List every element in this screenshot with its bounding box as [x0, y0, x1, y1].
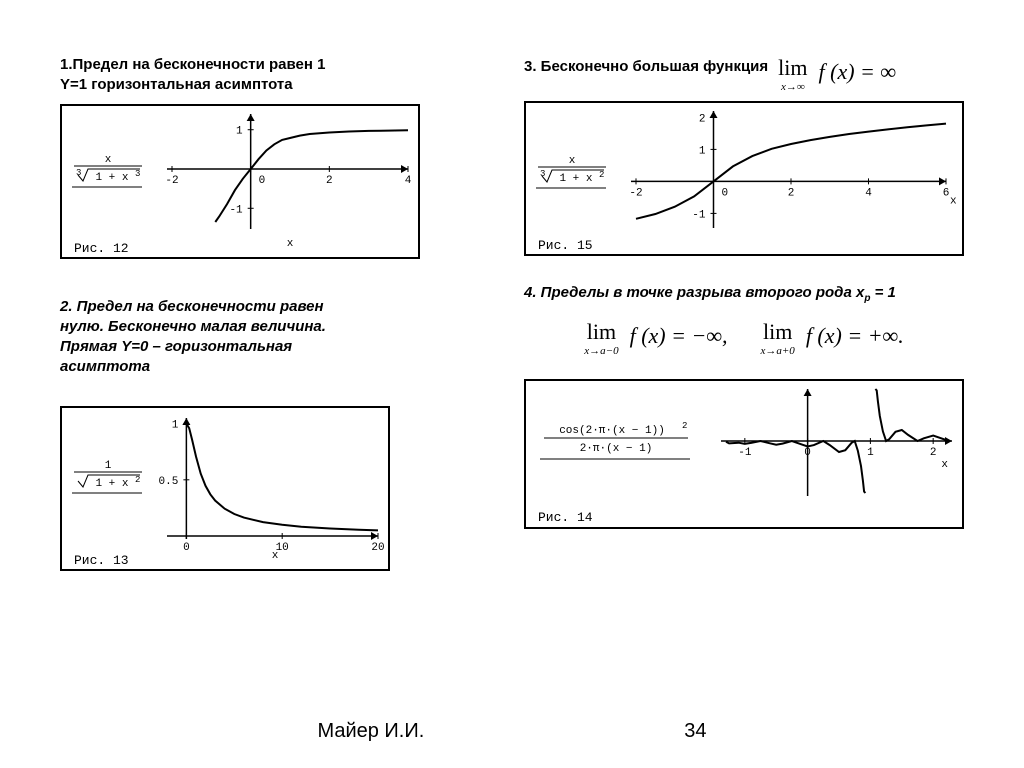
svg-text:1: 1 [867, 447, 874, 459]
svg-text:-1: -1 [229, 204, 243, 216]
svg-text:2: 2 [326, 175, 333, 187]
figure-12: -2024-11x31 + x3Рис. 12x [60, 104, 420, 259]
section-4-formula: lim x→a−0 f (x) = −∞, lim x→a+0 f (x) = … [524, 319, 964, 357]
section-3-heading: 3. Бесконечно большая функция [524, 55, 768, 77]
svg-text:Рис. 15: Рис. 15 [538, 238, 593, 253]
section-3-heading-row: 3. Бесконечно большая функция lim x→∞ f … [524, 55, 964, 93]
svg-text:2: 2 [135, 475, 140, 485]
svg-text:-1: -1 [738, 447, 752, 459]
footer: Майер И.И. 34 [0, 720, 1024, 743]
svg-text:0.5: 0.5 [159, 475, 179, 487]
svg-text:x: x [105, 154, 112, 166]
svg-text:-1: -1 [692, 209, 706, 221]
section-3: 3. Бесконечно большая функция lim x→∞ f … [524, 55, 964, 259]
svg-text:1: 1 [105, 460, 112, 472]
figure-15: -20246-112x31 + x2Рис. 15x [524, 101, 964, 256]
svg-text:-2: -2 [629, 187, 642, 199]
limit-sub: x→∞ [778, 81, 807, 93]
svg-text:0: 0 [804, 447, 811, 459]
svg-text:1 + x: 1 + x [95, 172, 128, 184]
svg-text:Рис. 13: Рис. 13 [74, 553, 129, 568]
svg-text:1 + x: 1 + x [95, 478, 128, 490]
section-1-heading-line2: Y=1 горизонтальная асимптота [60, 75, 484, 95]
svg-text:6: 6 [943, 187, 950, 199]
svg-text:1: 1 [699, 145, 706, 157]
section-2: 2. Предел на бесконечности равен нулю. Б… [60, 297, 484, 571]
footer-author: Майер И.И. [317, 720, 424, 743]
limit-body: f (x) = ∞ [813, 59, 896, 84]
svg-text:2: 2 [930, 447, 937, 459]
svg-text:4: 4 [405, 175, 412, 187]
section-1: 1.Предел на бесконечности равен 1 Y=1 го… [60, 55, 484, 259]
svg-text:x: x [569, 155, 576, 167]
svg-text:cos(2·π·(x − 1)): cos(2·π·(x − 1)) [559, 425, 665, 437]
svg-text:2: 2 [599, 170, 604, 180]
section-1-heading-line1: 1.Предел на бесконечности равен 1 [60, 55, 484, 75]
svg-text:2: 2 [788, 187, 795, 199]
limit-word: lim [778, 55, 807, 81]
svg-text:Рис. 14: Рис. 14 [538, 510, 593, 525]
section-4: 4. Пределы в точке разрыва второго рода … [524, 283, 964, 571]
svg-text:x: x [272, 550, 279, 562]
svg-text:Рис. 12: Рис. 12 [74, 241, 129, 256]
svg-text:x: x [287, 238, 294, 250]
svg-text:2: 2 [682, 421, 687, 431]
svg-text:x: x [950, 195, 957, 207]
svg-text:1: 1 [236, 125, 243, 137]
svg-text:-2: -2 [165, 175, 178, 187]
svg-text:x: x [941, 459, 948, 471]
section-2-heading: 2. Предел на бесконечности равен нулю. Б… [60, 297, 370, 378]
figure-13: 010200.5111 + x2Рис. 13x [60, 406, 390, 571]
svg-text:0: 0 [722, 187, 729, 199]
svg-text:3: 3 [135, 169, 140, 179]
section-4-heading: 4. Пределы в точке разрыва второго рода … [524, 283, 964, 306]
svg-text:1 + x: 1 + x [559, 173, 592, 185]
section-3-formula: lim x→∞ f (x) = ∞ [778, 55, 896, 93]
svg-text:20: 20 [371, 542, 384, 554]
footer-page: 34 [684, 720, 706, 743]
svg-text:0: 0 [183, 542, 190, 554]
section-1-heading: 1.Предел на бесконечности равен 1 Y=1 го… [60, 55, 484, 96]
figure-14: -1012xcos(2·π·(x − 1))22·π·(x − 1)Рис. 1… [524, 379, 964, 529]
svg-text:2·π·(x − 1): 2·π·(x − 1) [580, 443, 653, 455]
svg-text:4: 4 [865, 187, 872, 199]
svg-text:1: 1 [172, 419, 179, 431]
svg-text:2: 2 [699, 113, 706, 125]
svg-text:0: 0 [259, 175, 266, 187]
